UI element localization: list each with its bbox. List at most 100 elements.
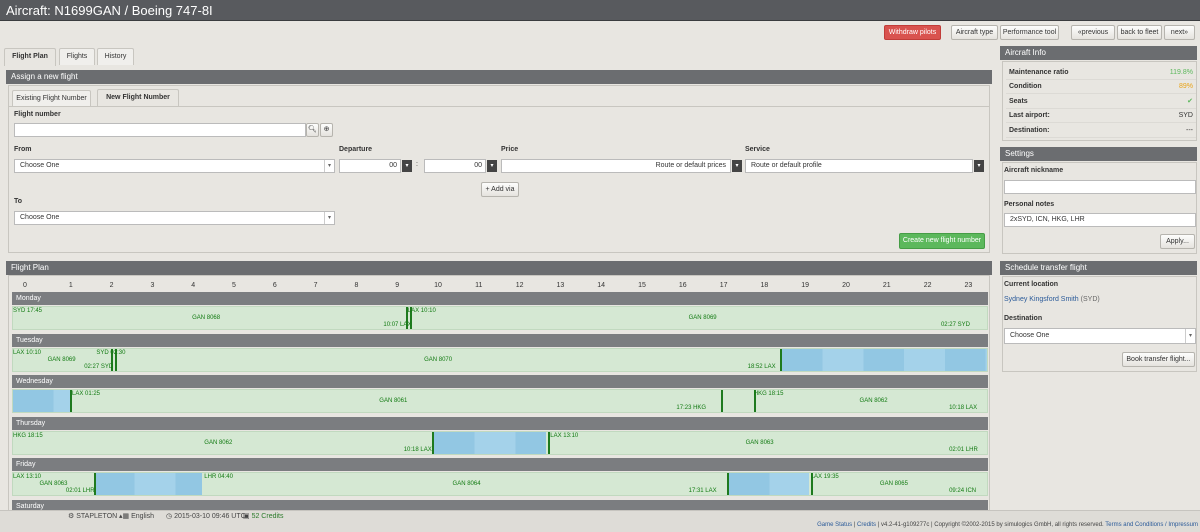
flight-label[interactable]: SYD 02:30 [96,349,126,356]
performance-tool-button[interactable]: Performance tool [1000,25,1059,40]
chevron-down-icon[interactable]: ▾ [402,160,412,172]
flight-label[interactable]: GAN 8061 [379,398,408,404]
nickname-input[interactable] [1004,180,1196,194]
status-bar [0,510,1200,532]
language-selector[interactable]: ▴▦ English [119,513,155,520]
flight-boundary-line [114,348,117,371]
flight-label[interactable]: 02:01 LHR [949,446,978,453]
flight-boundary-line [94,473,97,495]
departure-hour-select[interactable]: 00 [339,159,401,173]
flight-label[interactable]: 10:07 LAX [383,322,412,328]
hour-tick-label: 16 [678,282,687,289]
flight-label[interactable]: GAN 8062 [859,398,888,404]
flight-label[interactable]: LAX 13:10 [550,432,579,439]
flight-label[interactable]: SYD 17:45 [13,308,43,314]
create-flight-number-button[interactable]: Create new flight number [899,233,985,249]
to-select[interactable]: Choose One ▾ [14,211,335,225]
game-status-link[interactable]: Game Status [817,522,853,528]
flight-label[interactable]: LAX 10:10 [407,308,436,314]
day-track[interactable]: SYD 17:45 GAN 8068 10:07 LAX LAX 10:10 GAN 8… [12,306,988,330]
hour-tick-label: 18 [760,282,769,289]
flight-label[interactable]: 02:27 SYD [940,322,970,328]
flight-label[interactable]: 17:31 LAX [688,488,717,494]
info-row: Destination: --- [1006,124,1196,138]
hour-tick-label: 15 [638,282,646,289]
apply-button[interactable]: Apply... [1160,234,1195,249]
tab-history[interactable]: History [97,48,134,65]
flight-label[interactable]: GAN 8069 [688,315,717,321]
flight-label[interactable]: GAN 8069 [47,356,76,363]
price-select[interactable]: Route or default prices [501,159,731,173]
flight-number-input[interactable] [14,123,306,137]
service-select[interactable]: Route or default profile [745,159,973,173]
flight-label[interactable]: HKG 18:15 [13,432,43,439]
flight-label[interactable]: LAX 01:25 [72,391,101,397]
zoom-search-icon[interactable]: ⊕ [320,123,333,137]
flight-label[interactable]: HKG 18:15 [753,391,784,397]
flight-label[interactable]: GAN 8068 [192,315,221,321]
flight-label[interactable]: LHR 04:40 [204,474,233,480]
info-value: ✔ [1187,97,1193,105]
departure-minute-select[interactable]: 00 [424,159,486,173]
flight-label[interactable]: GAN 8062 [204,439,233,446]
day-track[interactable]: LAX 13:10 GAN 8063 02:01 LHR LHR 04:40 GAN 8… [12,472,988,496]
server-time: ◷ 2015-03-10 09:46 UTC [166,513,246,520]
hour-tick-label: 3 [150,282,155,289]
chevron-down-icon[interactable]: ▾ [487,160,497,172]
day-track[interactable]: LAX 10:10 GAN 8069 02:27 SYD SYD 02:30 GAN 8… [12,347,988,372]
ground-time-block [434,431,547,454]
hour-tick-label: 19 [801,282,810,289]
info-row: Condition 89% [1006,80,1196,95]
flight-label[interactable]: 09:24 ICN [949,488,977,494]
flight-label[interactable]: 02:27 SYD [84,363,114,370]
flight-label[interactable]: 18:52 LAX [747,363,776,370]
flight-label[interactable]: GAN 8063 [745,439,774,446]
flight-label[interactable]: LAX 10:10 [13,349,42,356]
notes-input[interactable]: 2xSYD, ICN, HKG, LHR [1004,213,1196,227]
briefcase-icon: ▣ [243,513,250,520]
current-location-link[interactable]: Sydney Kingsford Smith (SYD) [1004,296,1100,303]
withdraw-pilots-button[interactable]: Withdraw pilots [884,25,941,40]
copyright-text: Copyright ©2002-2015 by simulogics GmbH,… [934,522,1104,528]
flight-label[interactable]: GAN 8070 [424,356,453,363]
ground-time-block [94,473,203,495]
previous-button[interactable]: «previous [1071,25,1115,40]
day-header: Monday [12,292,988,305]
flight-label[interactable]: LAX 19:35 [810,474,839,480]
terms-link[interactable]: Terms and Conditions / Impressum [1105,522,1198,528]
search-icon[interactable]: 🔍︎ [306,123,319,137]
flight-label[interactable]: LAX 13:10 [13,474,42,480]
tab-flights[interactable]: Flights [59,48,95,65]
add-via-button[interactable]: + Add via [481,182,519,197]
flight-label[interactable]: 10:18 LAX [403,446,432,453]
hour-tick-label: 11 [475,282,483,289]
flight-label[interactable]: 10:18 LAX [949,405,978,411]
from-select[interactable]: Choose One ▾ [14,159,335,173]
flight-label[interactable]: GAN 8064 [452,481,481,487]
flight-label[interactable]: GAN 8063 [39,481,68,487]
departure-label: Departure [339,146,373,153]
book-transfer-button[interactable]: Book transfer flight... [1122,352,1195,367]
tab-flight-plan[interactable]: Flight Plan [4,48,56,66]
subtab-existing-flight-number[interactable]: Existing Flight Number [12,90,91,106]
page-title: Aircraft: N1699GAN / Boeing 747-8I [0,0,1200,21]
flight-boundary-line [548,431,551,454]
next-button[interactable]: next» [1164,25,1195,40]
flight-label[interactable]: 17:23 HKG [676,405,707,411]
chevron-down-icon[interactable]: ▾ [732,160,742,172]
server-indicator[interactable]: ⚙ STAPLETON [68,513,118,520]
destination-select[interactable]: Choose One ▾ [1004,328,1196,344]
day-track[interactable]: LAX 01:25 GAN 8061 17:23 HKG HKG 18:15 GAN 8… [12,389,988,413]
flight-label[interactable]: 02:01 LHR [65,488,95,494]
day-track[interactable]: HKG 18:15 GAN 8062 10:18 LAX LAX 13:10 GAN 8… [12,430,988,455]
credits-indicator[interactable]: ▣ 52 Credits [243,513,284,520]
flight-boundary-line [69,390,72,412]
flight-label[interactable]: GAN 8065 [879,481,908,487]
flight-boundary-line [432,431,435,454]
credits-link[interactable]: Credits [857,522,877,528]
chevron-down-icon[interactable]: ▾ [974,160,984,172]
back-to-fleet-button[interactable]: back to fleet [1117,25,1162,40]
subtab-new-flight-number[interactable]: New Flight Number [97,89,179,106]
aircraft-type-button[interactable]: Aircraft type [951,25,998,40]
gear-icon: ⚙ [68,513,75,520]
